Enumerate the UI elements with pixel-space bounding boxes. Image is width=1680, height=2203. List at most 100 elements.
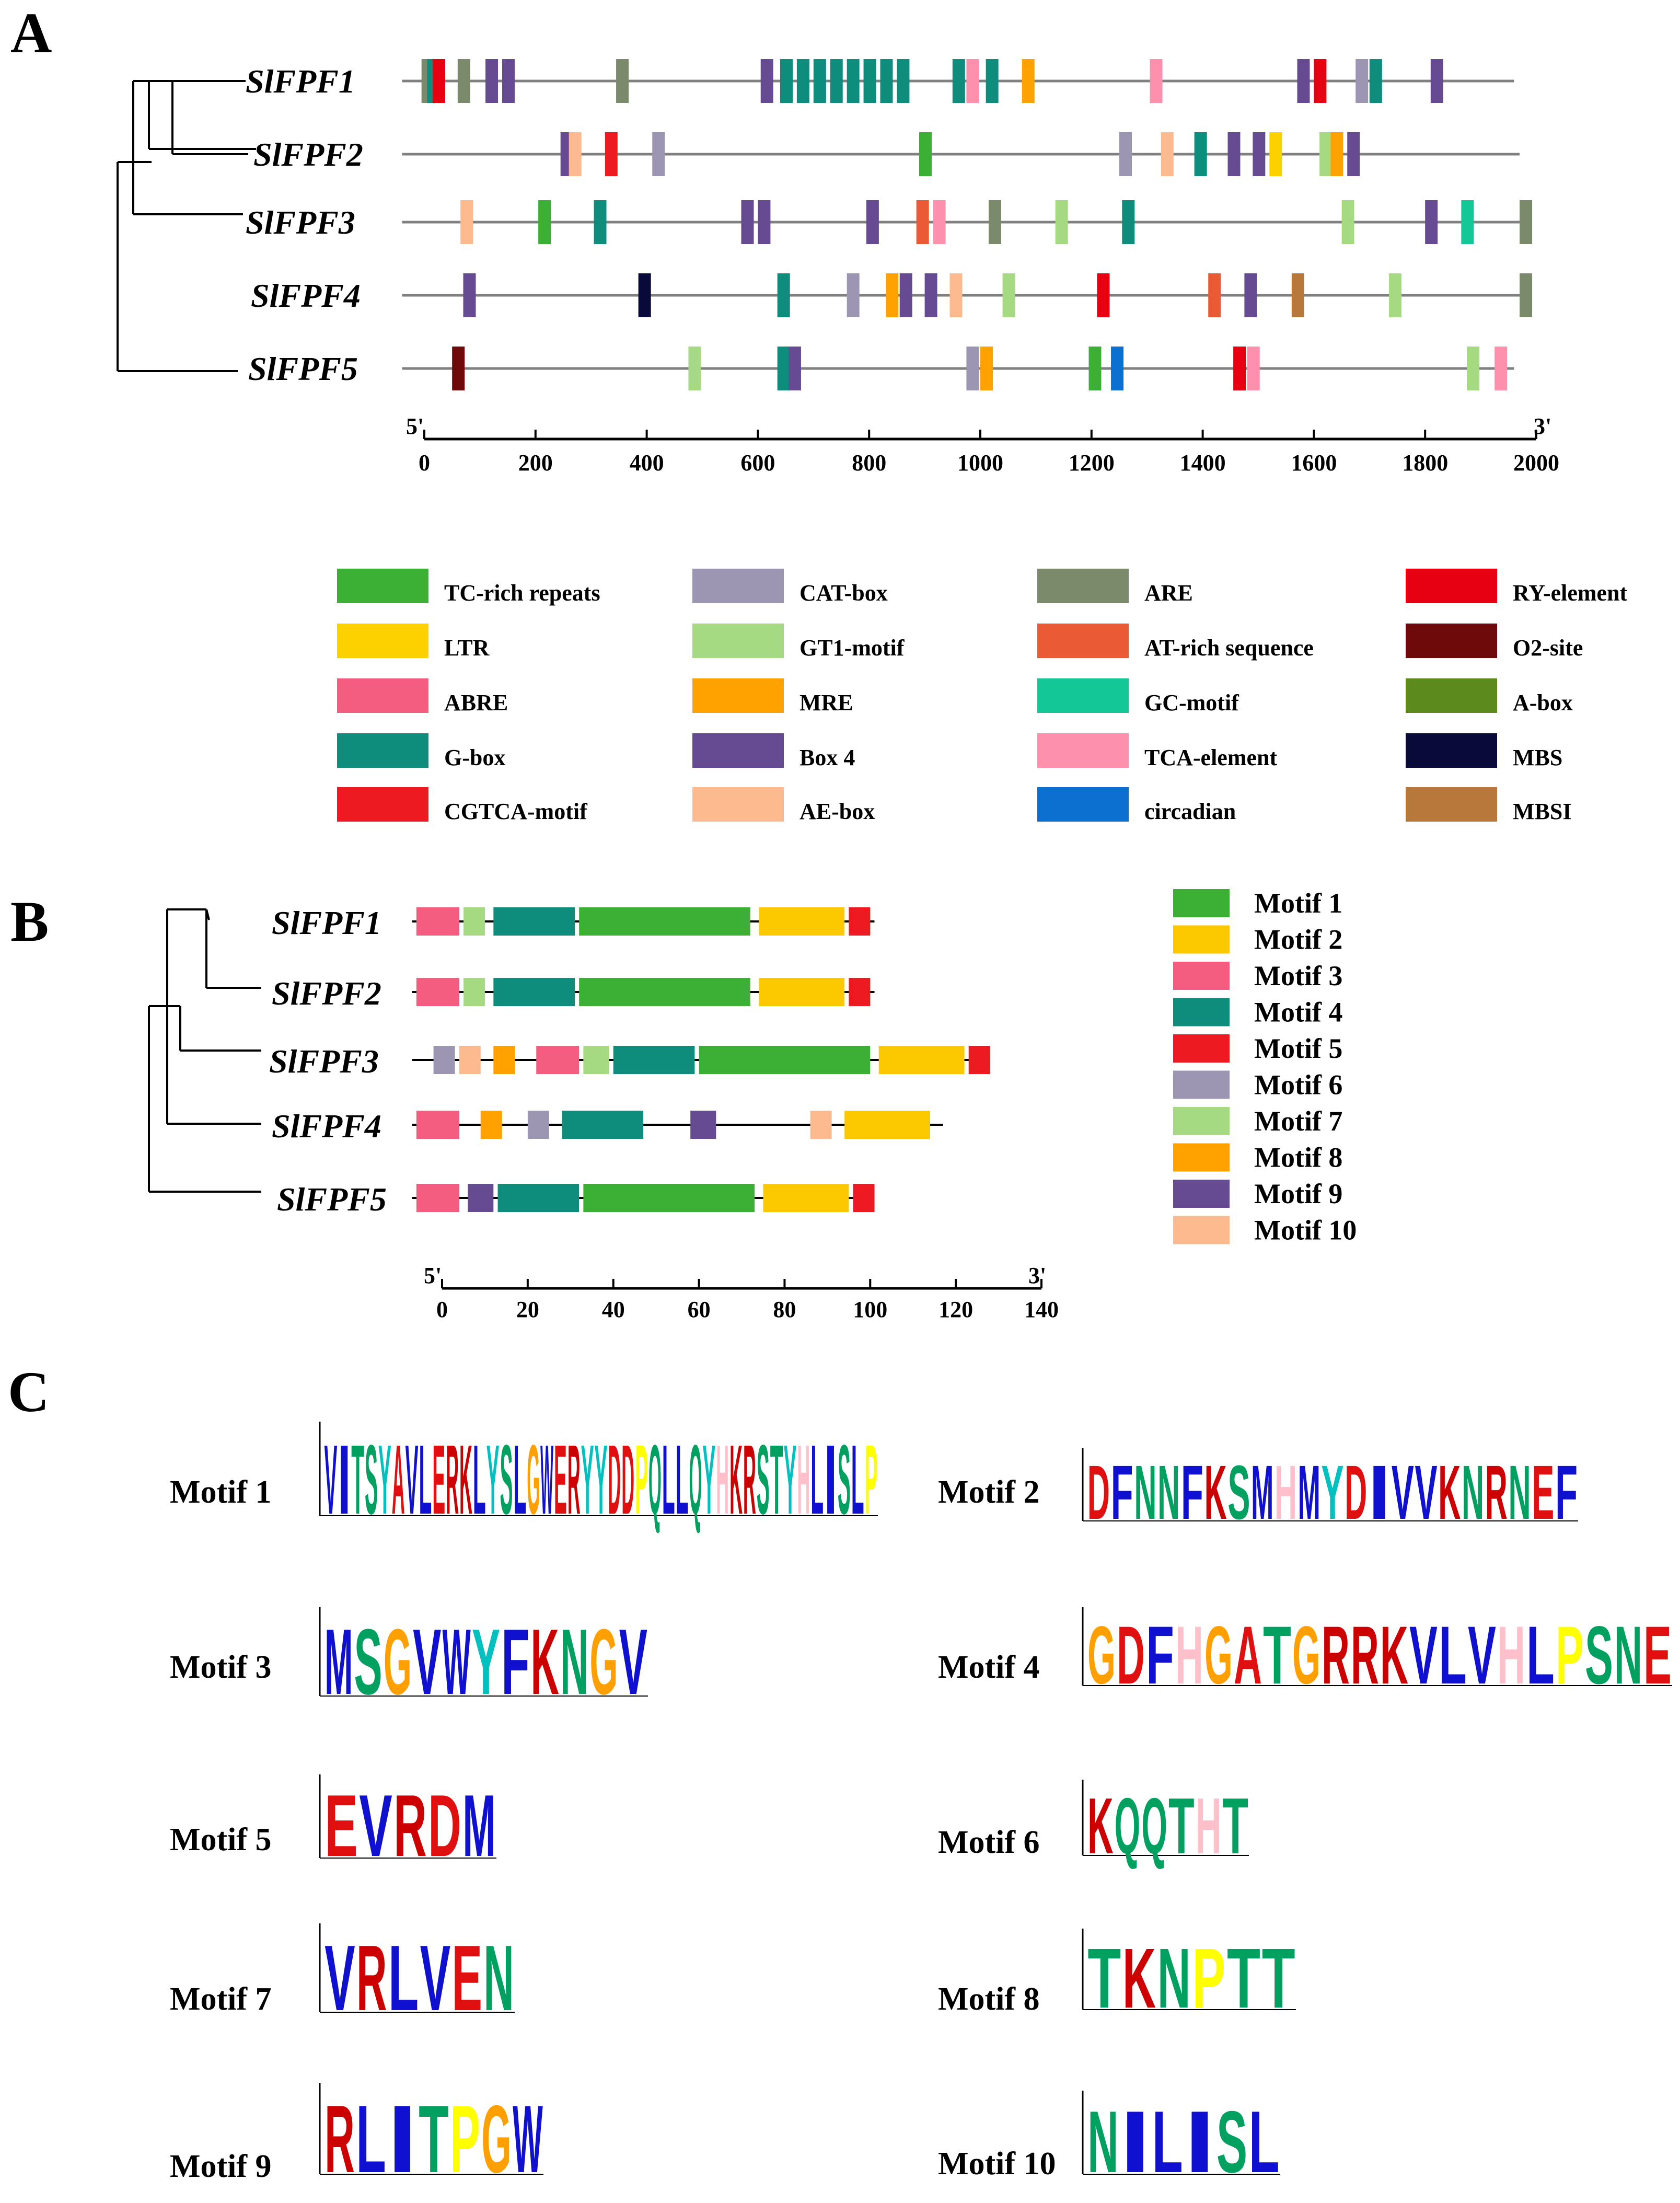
element-3-8: [933, 200, 946, 244]
motif-3-4: [536, 1046, 580, 1074]
panel-a-genes: SlFPF1 SlFPF2 SlFPF3 SlFPF4 SlFPF5: [246, 59, 1533, 390]
motif-2-5: [759, 978, 845, 1006]
logo-1-letter-16: G: [527, 1425, 540, 1535]
element-2-13: [1330, 132, 1343, 176]
legend-a-swatch-0-0: [337, 569, 428, 603]
logo-1-letter-29: Y: [702, 1425, 715, 1535]
axis-a-tick-label-2: 400: [630, 450, 664, 476]
logo-4-letter-13: L: [1439, 1609, 1467, 1701]
element-3-10: [1055, 200, 1068, 244]
logo-4-letter-17: P: [1556, 1609, 1584, 1701]
element-2-12: [1319, 132, 1333, 176]
legend-a-label-3-0: G-box: [444, 745, 505, 770]
element-4-1: [463, 273, 476, 317]
element-1-7: [616, 59, 629, 103]
axis-a-tick-label-0: 0: [419, 450, 430, 476]
logo-1-letter-23: D: [621, 1425, 634, 1535]
logo-8-letter-6: T: [1262, 1931, 1295, 2026]
element-5-5: [966, 347, 979, 390]
logo-2-letter-14: V: [1392, 1450, 1414, 1536]
logo-10-letter-2: I: [1120, 2093, 1151, 2191]
legend-a-swatch-0-3: [1406, 569, 1497, 603]
logo-2-letter-15: V: [1415, 1450, 1438, 1536]
logo-1-letter-33: S: [757, 1425, 770, 1535]
element-4-13: [1291, 273, 1304, 317]
logo-2-letter-1: D: [1087, 1450, 1110, 1536]
logo-1-letter-3: T: [351, 1425, 364, 1535]
element-4-10: [1097, 273, 1110, 317]
gene-label-b-5: SlFPF5: [277, 1181, 387, 1218]
legend-a-label-0-0: TC-rich repeats: [444, 580, 600, 606]
panel-a-axis: 0 200 400 600 800 1000 1200 1400 1600 1800 2000 5' 3…: [406, 413, 1559, 476]
element-5-3: [777, 347, 790, 390]
logo-9-letter-5: P: [450, 2085, 480, 2193]
logo-1-letter-15: L: [513, 1425, 526, 1535]
logo-1-letter-19: R: [567, 1425, 581, 1535]
element-2-5: [919, 132, 932, 176]
motif-1-4: [579, 907, 750, 936]
logo-9-letter-3: I: [387, 2085, 418, 2193]
logo-4-letter-20: E: [1643, 1609, 1672, 1701]
legend-a-swatch-4-2: [1037, 787, 1129, 822]
logo-9-letter-4: T: [419, 2085, 449, 2193]
element-1-20: [1022, 59, 1035, 103]
logo-3-letter-2: S: [354, 1609, 382, 1714]
logo-3-letter-1: M: [325, 1609, 353, 1714]
element-2-14: [1347, 132, 1360, 176]
motif-2-2: [463, 978, 485, 1006]
element-3-5: [758, 200, 771, 244]
axis-a-tick-label-6: 1200: [1069, 450, 1115, 476]
logo-6-letter-3: Q: [1141, 1782, 1167, 1871]
tree-a-branch-top: [171, 80, 246, 154]
axis-a-tick-label-4: 800: [852, 450, 886, 476]
motif-5-2: [468, 1184, 494, 1212]
legend-a-label-3-3: MBS: [1513, 745, 1562, 770]
logo-10-letter-4: I: [1184, 2093, 1215, 2191]
legend-a-swatch-1-2: [1037, 624, 1129, 658]
logo-3-letter-3: G: [384, 1609, 412, 1714]
logo-3-letter-10: G: [589, 1609, 618, 1714]
element-1-13: [847, 59, 860, 103]
logo-1-letter-12: L: [473, 1425, 486, 1535]
legend-a-swatch-2-0: [337, 678, 428, 713]
logo-1-letter-22: D: [608, 1425, 621, 1535]
logo-6-letter-6: T: [1222, 1782, 1248, 1871]
logo-2-letter-20: E: [1532, 1450, 1554, 1536]
element-2-4: [652, 132, 665, 176]
logo-2-letter-11: Y: [1322, 1450, 1344, 1536]
legend-a-swatch-1-0: [337, 624, 428, 658]
legend-a-swatch-1-1: [692, 624, 784, 658]
logo-1-letter-40: L: [851, 1425, 864, 1535]
element-5-11: [1467, 347, 1479, 390]
panel-label-c: C: [8, 1360, 49, 1424]
logo-10-letter-5: S: [1216, 2093, 1247, 2191]
motif-2-3: [493, 978, 575, 1006]
motif-1-2: [463, 907, 485, 936]
legend-a-swatch-4-3: [1406, 787, 1497, 822]
panel-b-axis: 0 20 40 60 80 100 120 140 5' 3': [424, 1263, 1059, 1322]
axis-a-tick-label-8: 1600: [1291, 450, 1337, 476]
element-4-11: [1208, 273, 1221, 317]
element-3-13: [1425, 200, 1438, 244]
element-1-12: [830, 59, 843, 103]
logo-8-letter-3: N: [1157, 1931, 1191, 2026]
logo-1-letter-1: V: [325, 1425, 338, 1535]
element-4-2: [638, 273, 651, 317]
element-1-24: [1355, 59, 1369, 103]
gene-label-a-2: SlFPF2: [253, 136, 363, 173]
legend-a-swatch-3-2: [1037, 733, 1129, 768]
element-1-4: [457, 59, 470, 103]
legend-a-label-1-2: AT-rich sequence: [1144, 635, 1314, 661]
legend-b-label-9: Motif 9: [1254, 1178, 1342, 1209]
logo-1-letter-31: K: [729, 1425, 743, 1535]
legend-a-swatch-3-3: [1406, 733, 1497, 768]
logo-6-letter-1: K: [1087, 1782, 1114, 1871]
element-4-6: [899, 273, 912, 317]
logo-5-letter-1: E: [325, 1777, 357, 1875]
logo-4-letter-8: G: [1292, 1609, 1320, 1701]
legend-a-swatch-0-2: [1037, 569, 1129, 603]
legend-a-swatch-3-1: [692, 733, 784, 768]
logo-7-letter-6: N: [483, 1925, 514, 2030]
axis-a-tick-label-3: 600: [740, 450, 775, 476]
legend-a-swatch-2-1: [692, 678, 784, 713]
